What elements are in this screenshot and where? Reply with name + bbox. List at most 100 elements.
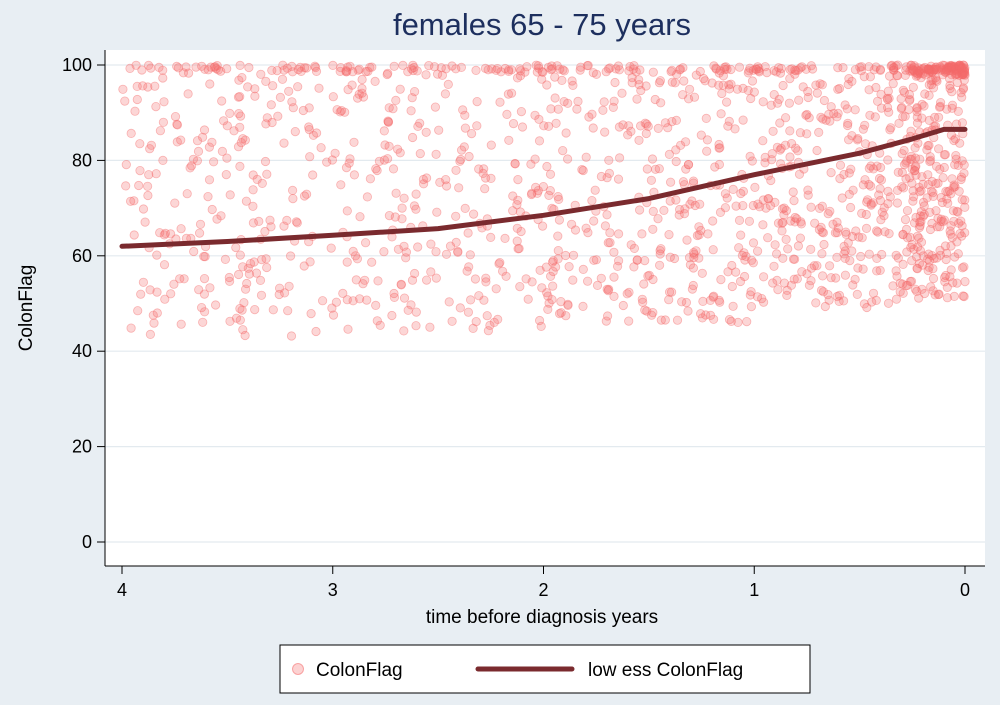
scatter-point — [864, 179, 874, 190]
scatter-point — [272, 66, 282, 76]
scatter-point — [816, 112, 826, 122]
scatter-point — [577, 165, 587, 175]
scatter-point — [183, 89, 193, 99]
scatter-point — [785, 65, 795, 75]
scatter-point — [622, 289, 632, 299]
scatter-point — [924, 65, 934, 75]
scatter-point — [885, 125, 895, 135]
scatter-point — [207, 137, 217, 147]
scatter-point — [145, 329, 155, 339]
scatter-point — [788, 187, 798, 197]
scatter-point — [949, 135, 959, 146]
scatter-point — [357, 88, 367, 98]
scatter-point — [304, 122, 314, 132]
scatter-point — [947, 174, 957, 184]
scatter-point — [204, 142, 214, 152]
scatter-point — [908, 192, 919, 202]
scatter-point — [451, 237, 461, 247]
scatter-point — [777, 204, 788, 214]
scatter-point — [138, 204, 149, 214]
scatter-point — [216, 211, 226, 221]
scatter-point — [238, 325, 248, 335]
scatter-point — [940, 241, 951, 251]
scatter-point — [938, 70, 948, 80]
scatter-point — [530, 154, 540, 164]
scatter-point — [588, 68, 598, 78]
scatter-point — [659, 205, 669, 215]
scatter-point — [897, 102, 907, 113]
scatter-point — [847, 231, 858, 242]
scatter-point — [926, 75, 936, 86]
scatter-point — [530, 182, 541, 192]
scatter-point — [441, 64, 451, 74]
scatter-point — [152, 250, 162, 260]
scatter-point — [426, 239, 436, 249]
scatter-point — [546, 104, 556, 114]
scatter-point — [913, 66, 924, 76]
scatter-point — [715, 207, 726, 217]
scatter-point — [348, 67, 358, 77]
scatter-point — [151, 102, 161, 112]
scatter-point — [199, 251, 209, 262]
scatter-point — [512, 236, 522, 246]
scatter-point — [279, 288, 290, 298]
scatter-point — [869, 65, 879, 75]
scatter-point — [485, 320, 495, 330]
scatter-point — [894, 118, 904, 128]
scatter-point — [830, 228, 841, 238]
scatter-point — [884, 71, 895, 81]
scatter-point — [905, 173, 915, 183]
scatter-point — [916, 65, 926, 75]
scatter-point — [343, 62, 353, 72]
scatter-point — [716, 274, 726, 285]
scatter-point — [231, 242, 241, 253]
scatter-point — [480, 184, 490, 194]
scatter-point — [739, 271, 750, 282]
scatter-point — [715, 297, 725, 307]
scatter-point — [634, 135, 644, 145]
scatter-point — [754, 66, 764, 76]
scatter-point — [274, 283, 285, 293]
scatter-point — [623, 121, 634, 131]
scatter-point — [415, 118, 425, 128]
scatter-point — [547, 61, 557, 71]
scatter-point — [609, 247, 619, 257]
scatter-point — [279, 138, 289, 148]
scatter-point — [642, 119, 652, 129]
scatter-point — [891, 61, 901, 71]
scatter-point — [918, 251, 928, 261]
scatter-point — [236, 111, 246, 121]
scatter-point — [862, 195, 873, 205]
scatter-point — [553, 104, 563, 114]
scatter-point — [175, 274, 185, 284]
scatter-point — [913, 242, 923, 252]
scatter-point — [923, 170, 933, 180]
scatter-point — [459, 142, 469, 152]
scatter-point — [902, 280, 913, 290]
scatter-point — [944, 73, 955, 84]
scatter-point — [930, 112, 940, 123]
scatter-point — [681, 297, 692, 308]
scatter-point — [614, 65, 625, 75]
scatter-point — [216, 66, 226, 76]
scatter-point — [624, 316, 634, 326]
scatter-point — [911, 252, 922, 262]
scatter-point — [941, 64, 951, 74]
scatter-point — [605, 238, 615, 248]
scatter-point — [265, 215, 275, 225]
scatter-point — [770, 240, 780, 250]
scatter-point — [936, 65, 946, 75]
scatter-point — [225, 108, 235, 119]
scatter-point — [487, 64, 497, 74]
scatter-point — [738, 115, 748, 125]
scatter-point — [429, 62, 440, 72]
scatter-point — [564, 261, 574, 272]
scatter-point — [778, 217, 788, 228]
scatter-point — [954, 60, 964, 71]
scatter-point — [698, 73, 709, 84]
scatter-point — [959, 65, 969, 76]
scatter-point — [537, 74, 547, 84]
scatter-point — [861, 223, 872, 233]
scatter-point — [953, 106, 963, 117]
scatter-point — [391, 188, 401, 198]
